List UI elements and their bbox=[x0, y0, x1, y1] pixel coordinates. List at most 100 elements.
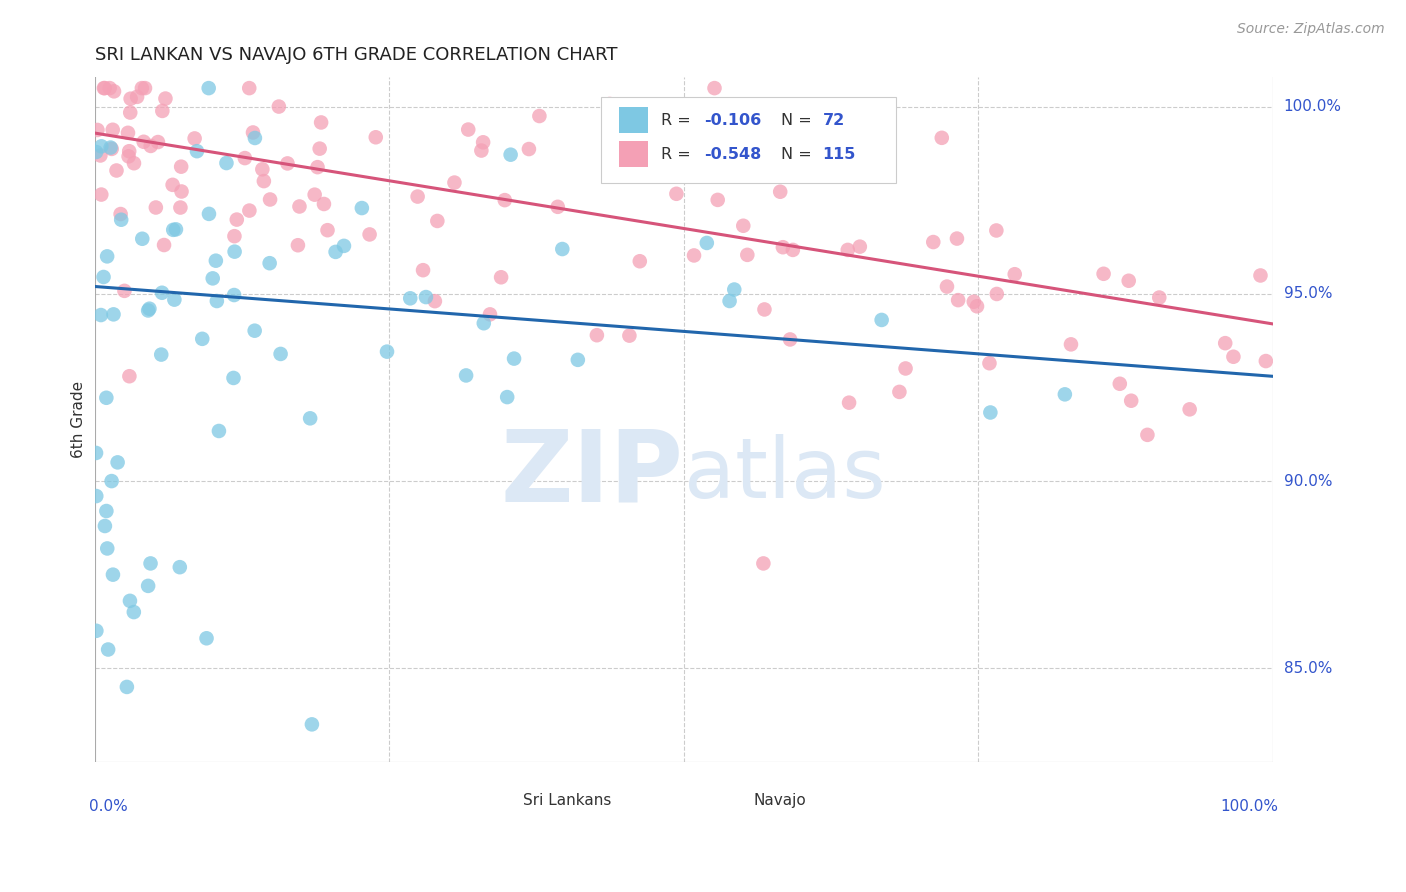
Point bbox=[276, 156, 298, 170]
Point bbox=[922, 235, 945, 249]
Point bbox=[131, 232, 153, 246]
Point bbox=[733, 219, 755, 233]
Point bbox=[312, 197, 335, 211]
Point bbox=[233, 151, 256, 165]
Point bbox=[966, 299, 988, 313]
Text: atlas: atlas bbox=[683, 434, 886, 515]
Point bbox=[136, 303, 159, 318]
Text: 85.0%: 85.0% bbox=[1284, 661, 1331, 676]
Point bbox=[457, 122, 479, 136]
Point bbox=[146, 135, 169, 149]
Point bbox=[718, 293, 741, 308]
Text: 100.0%: 100.0% bbox=[1284, 99, 1341, 114]
Point bbox=[849, 240, 872, 254]
Point bbox=[547, 200, 569, 214]
Point bbox=[325, 244, 347, 259]
Point bbox=[423, 294, 446, 309]
Point bbox=[238, 203, 260, 218]
Point bbox=[138, 301, 160, 316]
Text: -0.106: -0.106 bbox=[703, 112, 761, 128]
Point bbox=[101, 122, 124, 136]
Point bbox=[1092, 267, 1115, 281]
Point bbox=[120, 92, 142, 106]
Point bbox=[150, 103, 173, 118]
Point bbox=[307, 160, 329, 174]
Point bbox=[1149, 291, 1171, 305]
Point bbox=[139, 139, 162, 153]
Point bbox=[225, 212, 247, 227]
Point bbox=[779, 333, 801, 347]
Point bbox=[364, 130, 387, 145]
Point bbox=[870, 313, 893, 327]
Point bbox=[1136, 428, 1159, 442]
FancyBboxPatch shape bbox=[619, 107, 648, 133]
Text: R =: R = bbox=[661, 112, 696, 128]
Point bbox=[443, 176, 465, 190]
Point bbox=[100, 142, 122, 156]
Point bbox=[103, 84, 125, 98]
Point bbox=[84, 446, 107, 460]
Point bbox=[586, 328, 609, 343]
Point bbox=[494, 193, 516, 207]
Point bbox=[103, 307, 125, 321]
Point bbox=[242, 126, 264, 140]
Text: R =: R = bbox=[661, 147, 696, 161]
Point bbox=[86, 123, 108, 137]
Point bbox=[478, 307, 501, 321]
Point bbox=[155, 91, 177, 105]
Point bbox=[93, 81, 115, 95]
Point bbox=[224, 229, 246, 244]
Point bbox=[1060, 337, 1083, 351]
Point bbox=[1178, 402, 1201, 417]
Point bbox=[117, 126, 139, 140]
Point bbox=[208, 424, 231, 438]
Point bbox=[110, 207, 132, 221]
Point bbox=[737, 248, 759, 262]
Point bbox=[197, 81, 219, 95]
Point bbox=[105, 163, 128, 178]
Point bbox=[752, 557, 775, 571]
Point bbox=[837, 243, 859, 257]
Point bbox=[98, 81, 121, 95]
Point bbox=[169, 201, 191, 215]
Point bbox=[243, 131, 266, 145]
Text: Navajo: Navajo bbox=[754, 793, 806, 808]
Point bbox=[201, 271, 224, 285]
Point bbox=[399, 291, 422, 305]
Point bbox=[267, 99, 290, 113]
Point bbox=[375, 344, 398, 359]
Point bbox=[299, 411, 322, 425]
Point bbox=[96, 541, 118, 556]
Point bbox=[986, 287, 1008, 301]
Point bbox=[302, 762, 325, 776]
Point bbox=[162, 178, 184, 192]
Point bbox=[1213, 336, 1236, 351]
Point bbox=[253, 174, 276, 188]
Point bbox=[333, 239, 356, 253]
Point bbox=[224, 288, 246, 302]
Point bbox=[288, 199, 311, 213]
Point bbox=[1249, 268, 1271, 283]
Text: 0.0%: 0.0% bbox=[89, 799, 128, 814]
Point bbox=[782, 243, 804, 257]
FancyBboxPatch shape bbox=[484, 789, 516, 812]
Point bbox=[754, 302, 776, 317]
Point bbox=[316, 223, 339, 237]
Point bbox=[224, 244, 246, 259]
Point bbox=[100, 474, 122, 488]
Point bbox=[86, 624, 108, 638]
Point bbox=[122, 605, 145, 619]
Point bbox=[456, 368, 478, 383]
Point bbox=[127, 90, 149, 104]
Point bbox=[946, 231, 969, 245]
Point bbox=[163, 293, 186, 307]
Point bbox=[101, 567, 124, 582]
Text: Sri Lankans: Sri Lankans bbox=[523, 793, 612, 808]
Point bbox=[132, 135, 155, 149]
Point bbox=[1053, 387, 1076, 401]
Point bbox=[120, 105, 142, 120]
Point bbox=[838, 395, 860, 409]
Point bbox=[191, 332, 214, 346]
Point bbox=[894, 361, 917, 376]
Point bbox=[93, 81, 115, 95]
